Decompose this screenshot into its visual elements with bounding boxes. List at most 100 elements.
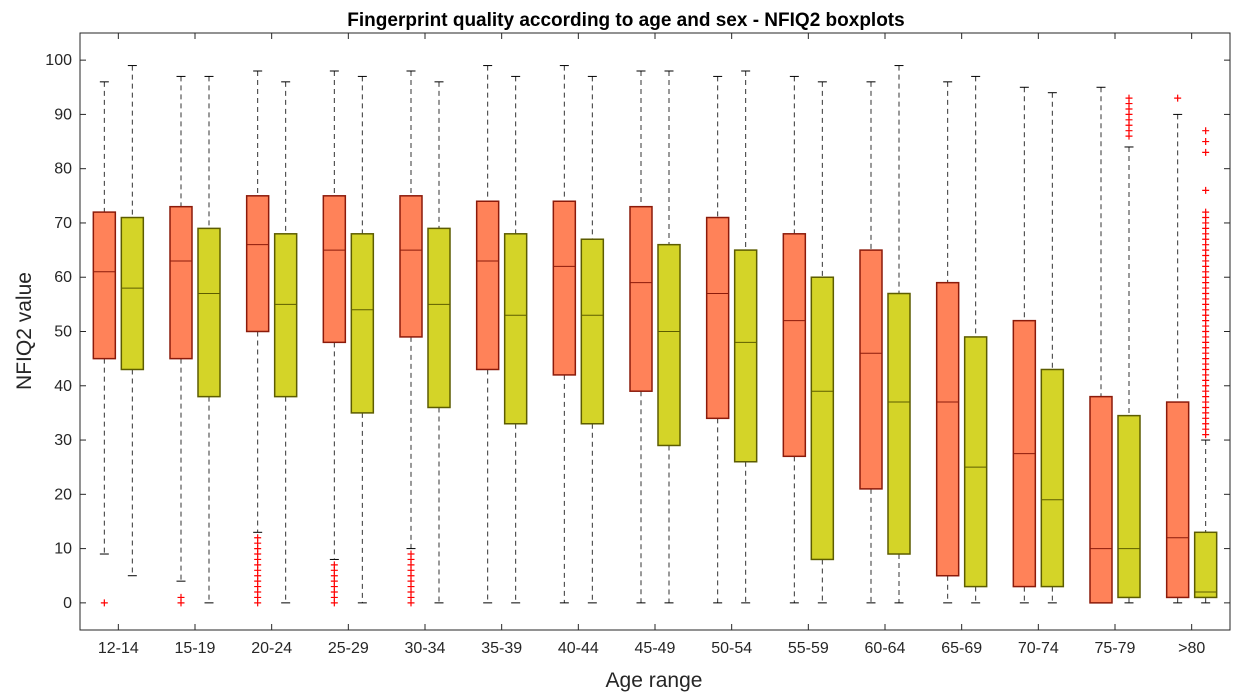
iqr-box (705, 216, 730, 420)
outlier-marker (1202, 148, 1210, 156)
y-tick-label: 20 (54, 486, 72, 503)
y-tick-label: 40 (54, 378, 72, 395)
x-tick-label: 60-64 (865, 640, 906, 657)
ticks-layer: 0 10 20 30 40 50 60 70 80 90 100 12-14 15-19 20-24 25-… (45, 33, 1230, 657)
x-tick-label: 50-54 (711, 640, 752, 657)
iqr-box (92, 211, 117, 360)
iqr-box (580, 238, 605, 425)
box-group (1089, 86, 1113, 604)
outlier-marker (1125, 94, 1133, 102)
box-group (810, 81, 835, 604)
box-group (273, 81, 298, 604)
box-group (552, 65, 577, 604)
y-tick-label: 70 (54, 215, 72, 232)
iqr-box (427, 227, 451, 409)
box-group (475, 65, 500, 604)
x-tick-label: 70-74 (1018, 640, 1059, 657)
box-group (629, 70, 653, 604)
x-tick-label: >80 (1178, 640, 1205, 657)
iqr-box (399, 195, 423, 338)
box-group (705, 75, 730, 604)
iqr-box (629, 205, 653, 392)
iqr-box (810, 276, 835, 561)
iqr-box (1165, 401, 1190, 599)
outlier-marker (1202, 208, 1210, 216)
x-tick-label: 12-14 (98, 640, 139, 657)
iqr-box (1117, 414, 1141, 599)
outlier-marker (254, 534, 262, 542)
y-tick-label: 50 (54, 324, 72, 341)
y-axis-label: NFIQ2 value (13, 272, 36, 390)
box-group (503, 75, 528, 604)
y-tick-label: 100 (45, 52, 72, 69)
box-group (197, 75, 221, 604)
box-group (782, 75, 807, 604)
x-tick-label: 20-24 (251, 640, 292, 657)
box-group (657, 70, 681, 604)
box-group (322, 70, 347, 607)
iqr-box (657, 243, 681, 447)
outlier-marker (407, 550, 415, 558)
iqr-box (1193, 531, 1218, 599)
iqr-box (350, 233, 375, 414)
iqr-box (887, 292, 911, 555)
iqr-box (273, 233, 298, 398)
outlier-marker (177, 593, 185, 601)
x-tick-label: 35-39 (481, 640, 522, 657)
y-tick-label: 10 (54, 541, 72, 558)
iqr-box (733, 249, 758, 463)
iqr-box (552, 200, 577, 376)
box-group (92, 81, 117, 607)
y-tick-label: 0 (63, 595, 72, 612)
iqr-box (963, 336, 988, 588)
iqr-box (935, 281, 960, 577)
box-group (245, 70, 270, 607)
boxes-layer (92, 65, 1218, 607)
outlier-marker (1202, 186, 1210, 194)
box-group (399, 70, 423, 607)
iqr-box (120, 216, 145, 371)
iqr-box (782, 233, 807, 458)
box-group (1040, 92, 1065, 604)
iqr-box (475, 200, 500, 371)
box-group (580, 75, 605, 604)
x-tick-label: 45-49 (635, 640, 676, 657)
x-tick-label: 40-44 (558, 640, 599, 657)
x-tick-label: 65-69 (941, 640, 982, 657)
iqr-box (245, 195, 270, 333)
iqr-box (197, 227, 221, 398)
box-group (859, 81, 883, 604)
box-group (169, 75, 193, 607)
box-group (1012, 86, 1037, 604)
iqr-box (1089, 395, 1113, 604)
x-axis-label: Age range (606, 669, 703, 692)
box-group (963, 75, 988, 604)
y-tick-label: 30 (54, 432, 72, 449)
x-tick-label: 25-29 (328, 640, 369, 657)
box-group (1165, 94, 1190, 604)
x-tick-label: 55-59 (788, 640, 829, 657)
box-group (350, 75, 375, 604)
box-group (1193, 127, 1218, 604)
box-group (427, 81, 451, 604)
outlier-marker (1202, 138, 1210, 146)
y-tick-label: 80 (54, 161, 72, 178)
iqr-box (859, 249, 883, 490)
box-group (120, 65, 145, 577)
x-tick-label: 75-79 (1095, 640, 1136, 657)
iqr-box (503, 233, 528, 425)
x-tick-label: 15-19 (175, 640, 216, 657)
outlier-marker (330, 561, 338, 569)
box-group (887, 65, 911, 604)
y-tick-label: 90 (54, 106, 72, 123)
box-group (935, 81, 960, 604)
iqr-box (1040, 368, 1065, 588)
outlier-marker (100, 599, 108, 607)
chart-title: Fingerprint quality according to age and… (347, 10, 904, 31)
x-tick-label: 30-34 (405, 640, 446, 657)
iqr-box (322, 195, 347, 344)
box-group (733, 70, 758, 604)
y-tick-label: 60 (54, 269, 72, 286)
